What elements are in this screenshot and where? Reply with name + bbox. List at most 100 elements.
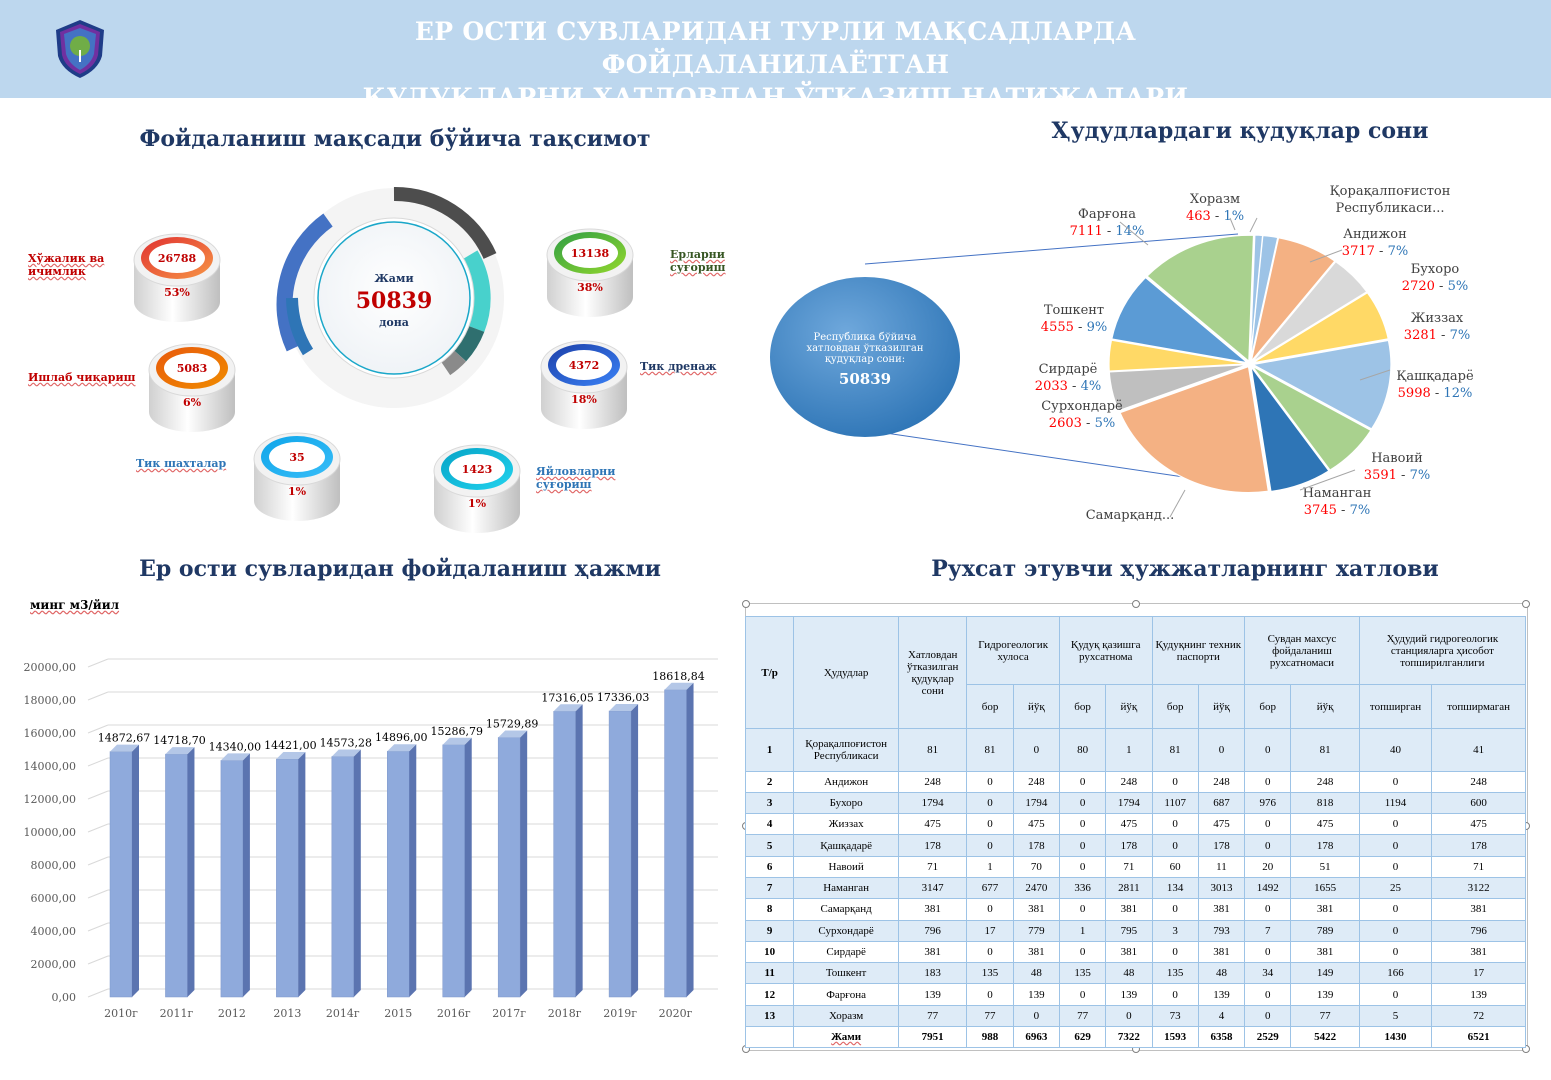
bar-y-unit: минг м3/йил: [30, 598, 120, 612]
pie-label-name: Жиззах: [1411, 311, 1464, 326]
table-cell: 41: [1431, 728, 1526, 772]
table-cell: 51: [1290, 855, 1360, 878]
table-cell: 3122: [1431, 876, 1526, 900]
regions-pie-chart: Қорақалпоғистон Республикаси... Андижон 371…: [770, 184, 1474, 523]
sub-header-bor: бор: [1244, 684, 1292, 729]
table-cell: 183: [897, 962, 968, 985]
table-cell: 166: [1358, 962, 1433, 985]
table-cell: 178: [1012, 834, 1060, 857]
table-cell: 381: [1105, 898, 1153, 921]
purpose-value: 26788: [158, 252, 197, 265]
table-cell: 2470: [1012, 876, 1060, 900]
pie-leader-line: [1359, 369, 1391, 381]
purpose-donut: Жами 50839 дона: [276, 186, 504, 408]
bar-top: [553, 704, 583, 712]
col-header-water-permit: Сувдан махсус фойдаланиш рухсатномаси: [1244, 616, 1360, 685]
bar-front: [387, 750, 410, 998]
bar-side: [409, 744, 417, 997]
bar-gridline: [87, 724, 109, 734]
bar-top: [276, 752, 306, 760]
table-cell: 77: [897, 1004, 968, 1028]
bar-front: [276, 758, 299, 998]
table-cell: 248: [897, 770, 968, 793]
pie-label-value: 463 - 1%: [1186, 209, 1244, 224]
table-cell: 0: [1197, 728, 1246, 772]
table-cell: 1655: [1290, 876, 1360, 900]
resize-handle-tr[interactable]: [1522, 600, 1530, 608]
bar-category-label: 2016г: [437, 1007, 471, 1020]
table-cell: 81: [1151, 728, 1199, 772]
pie-slice: [1252, 291, 1389, 364]
table-cell: 381: [1431, 940, 1526, 964]
pie-label-name: Хоразм: [1190, 192, 1240, 207]
donut-arc-gray: [437, 346, 467, 376]
table-cell: 0: [1151, 898, 1199, 921]
total-cell: 6358: [1197, 1026, 1246, 1048]
bar-y-tick: 16000,00: [24, 727, 77, 740]
table-cell: 178: [1105, 834, 1153, 857]
table-row: 11 Тошкент 183 135 48 135 48 135 48 34 149 166 17: [744, 962, 1526, 985]
pie-leader-line: [1309, 249, 1343, 263]
pie-label-value: 7111 - 14%: [1070, 224, 1145, 239]
table-cell: 1107: [1151, 791, 1199, 815]
connector-line-top: [864, 233, 1239, 265]
table-cell: 0: [1058, 770, 1107, 793]
table-cell: 475: [1012, 813, 1060, 836]
total-cell: 7951: [897, 1026, 968, 1048]
table-cell: 81: [966, 728, 1014, 772]
total-cell: 1593: [1151, 1026, 1199, 1048]
row-region: Қорақалпоғистон Республикаси: [793, 728, 899, 772]
table-cell: 178: [1197, 834, 1246, 857]
bar-value-label: 14340,00: [209, 740, 262, 753]
purpose-percent: 53%: [164, 286, 190, 299]
pie-slice: [1146, 234, 1255, 363]
table-cell: 0: [966, 791, 1014, 815]
table-cell: 7: [1244, 919, 1292, 942]
table-cell: 80: [1058, 728, 1107, 772]
table-cell: 1794: [1105, 791, 1153, 815]
sub-header-yuk: йўқ: [1105, 684, 1153, 729]
donut-total-value: 50839: [356, 288, 433, 314]
table-cell: 0: [966, 834, 1014, 857]
bar-side: [132, 744, 139, 997]
donut-total-label: Жами: [374, 272, 413, 285]
purpose-label: Тик шахталар: [136, 457, 227, 470]
pie-slice: [1108, 364, 1248, 412]
table-cell: 381: [1012, 898, 1060, 921]
table-cell: 48: [1012, 962, 1060, 985]
resize-handle-br[interactable]: [1522, 1045, 1530, 1053]
table-cell: 381: [1197, 898, 1246, 921]
col-header-drilling: Қудуқ қазишга рухсатнома: [1058, 616, 1153, 685]
table-row: 1 Қорақалпоғистон Республикаси 81 81 0 80 1 81 0…: [744, 728, 1526, 772]
table-cell: 0: [1058, 855, 1107, 878]
bar-top: [110, 744, 139, 752]
donut-arc-blue: [276, 213, 333, 352]
bar-gridline: [87, 922, 109, 932]
table-cell: 0: [1358, 770, 1433, 793]
resize-handle-tl[interactable]: [742, 600, 750, 608]
table-cell: 139: [1431, 983, 1526, 1006]
row-region: Андижон: [793, 770, 899, 793]
permits-table: Т/р Ҳудудлар Хатловдан ўтказилган қудуқл…: [744, 616, 1527, 1048]
sub-header-bor: бор: [1151, 684, 1199, 729]
bar-gridline: [87, 889, 109, 899]
table-row: 3 Бухоро 1794 0 1794 0 1794 1107 687 976 818 1194 60…: [744, 791, 1526, 815]
table-cell: 0: [1151, 983, 1199, 1006]
pie-slice: [1251, 339, 1392, 430]
purpose-percent: 1%: [468, 497, 487, 510]
table-cell: 0: [1244, 983, 1292, 1006]
table-cell: 25: [1358, 876, 1433, 900]
table-cell: 134: [1151, 876, 1199, 900]
table-cell: 149: [1290, 962, 1360, 985]
bar-y-tick: 8000,00: [31, 859, 77, 872]
bar-category-label: 2012: [218, 1007, 246, 1020]
pie-leader-line: [1229, 217, 1236, 231]
pie-leader-line: [1119, 221, 1149, 246]
table-cell: 0: [1358, 813, 1433, 836]
table-cell: 0: [1358, 983, 1433, 1006]
table-cell: 475: [897, 813, 968, 836]
pie-label-name: Сирдарё: [1039, 362, 1098, 377]
header-banner: ЕР ОСТИ СУВЛАРИДАН ТУРЛИ МАҚСАДЛАРДА ФОЙ…: [0, 0, 1551, 112]
row-number: 11: [744, 962, 795, 985]
resize-handle-tc[interactable]: [1132, 600, 1140, 608]
